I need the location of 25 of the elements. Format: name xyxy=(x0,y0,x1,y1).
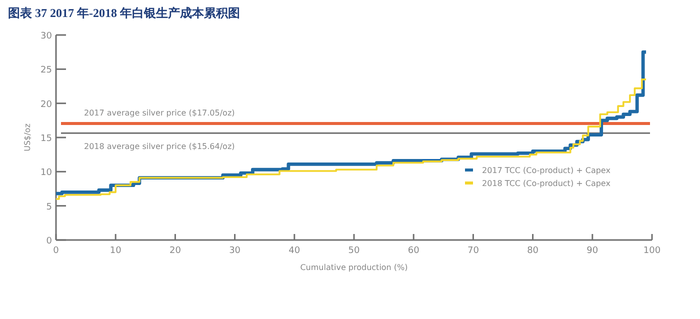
x-tick-label: 20 xyxy=(169,246,182,256)
x-tick-label: 90 xyxy=(586,246,598,256)
x-axis-title: Cumulative production (%) xyxy=(300,263,408,272)
x-tick-label: 100 xyxy=(643,246,661,256)
x-tick-label: 70 xyxy=(467,246,480,256)
legend-label: 2017 TCC (Co-product) + Capex xyxy=(482,166,611,175)
x-tick-label: 80 xyxy=(527,246,539,256)
legend-label: 2018 TCC (Co-product) + Capex xyxy=(482,179,611,188)
y-tick-label: 15 xyxy=(40,134,52,144)
x-tick-label: 50 xyxy=(348,246,360,256)
y-tick-label: 5 xyxy=(46,202,52,212)
y-axis-title: US$/oz xyxy=(23,124,32,152)
y-tick-label: 0 xyxy=(46,236,52,246)
ref-line-label: 2017 average silver price ($17.05/oz) xyxy=(84,108,235,118)
y-tick-label: 10 xyxy=(40,168,52,178)
y-tick-label: 20 xyxy=(40,100,52,110)
x-tick-label: 0 xyxy=(53,246,60,256)
y-tick-label: 25 xyxy=(40,66,52,76)
x-tick-label: 60 xyxy=(408,246,420,256)
chart-title: 图表 37 2017 年-2018 年白银生产成本累积图 xyxy=(8,6,240,20)
x-tick-label: 10 xyxy=(110,246,122,256)
x-tick-label: 30 xyxy=(229,246,241,256)
y-tick-label: 30 xyxy=(40,32,52,42)
ref-line-label: 2018 average silver price ($15.64/oz) xyxy=(84,142,235,152)
x-tick-label: 40 xyxy=(288,246,300,256)
